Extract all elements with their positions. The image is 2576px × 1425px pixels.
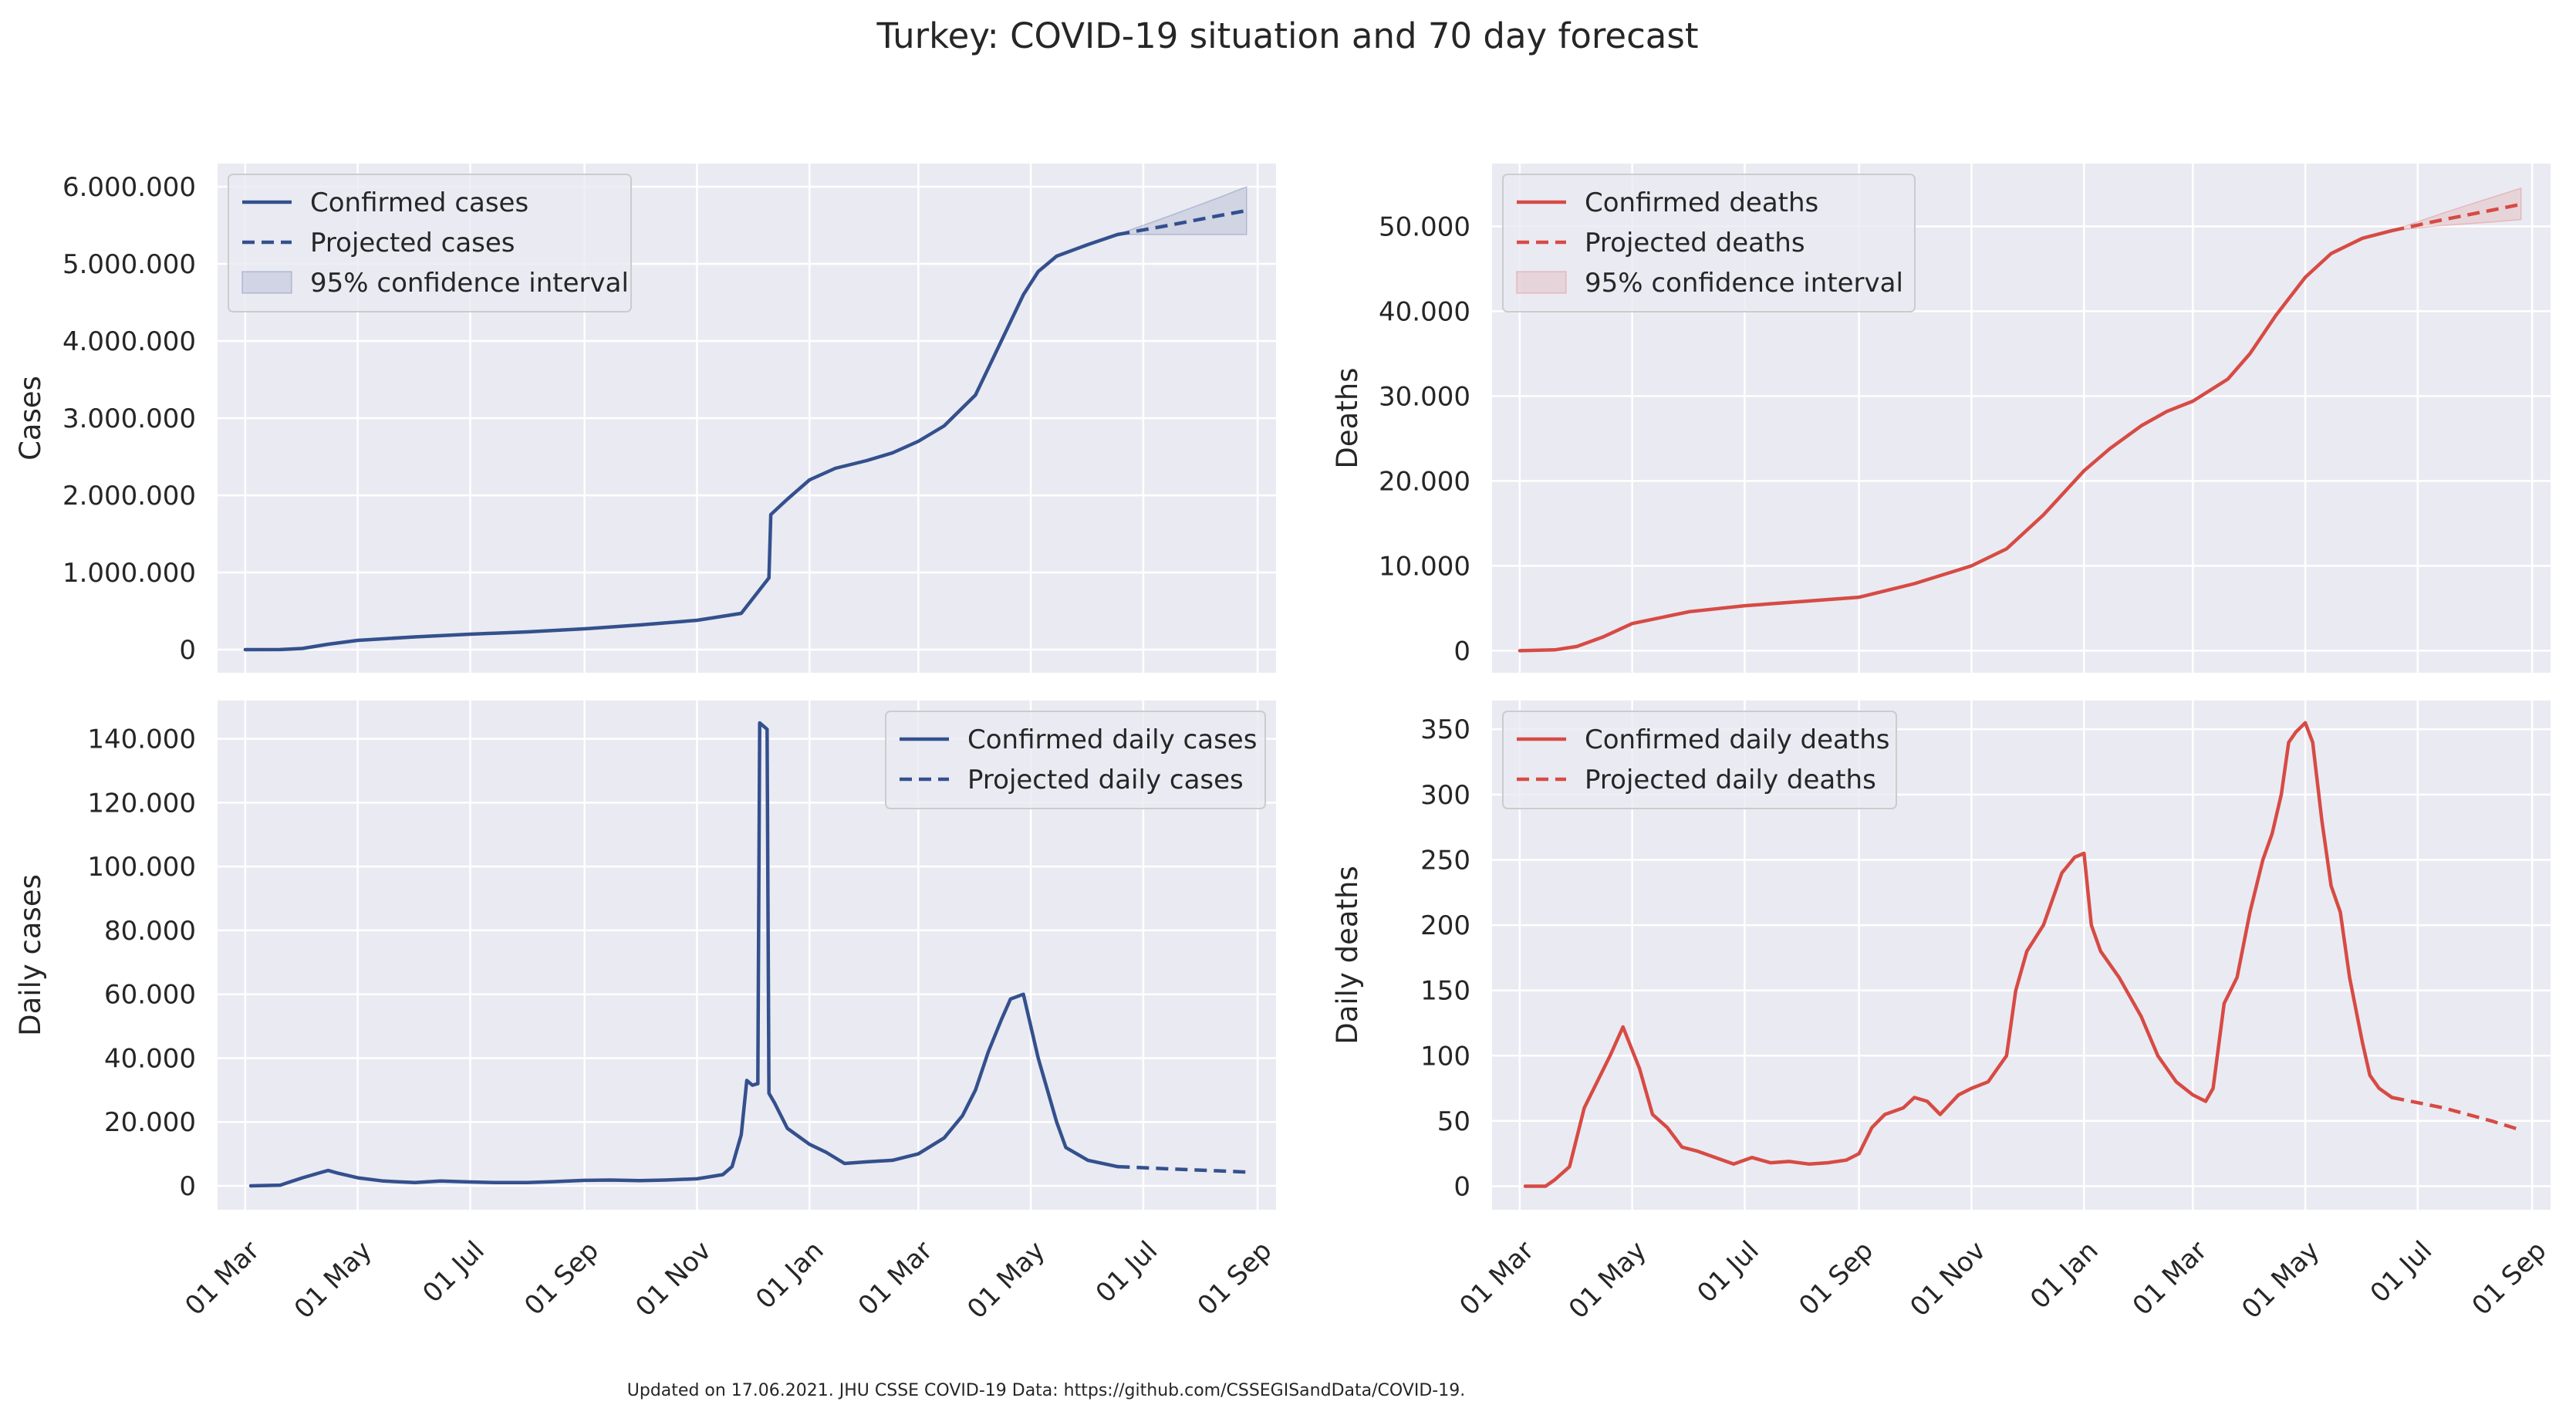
- legend-label: Confirmed cases: [310, 187, 528, 218]
- cases-confidence-band: [1117, 185, 1247, 235]
- legend-handle-band: [241, 271, 292, 294]
- legend-label: 95% confidence interval: [310, 268, 629, 299]
- y-tick-label: 20.000: [104, 1107, 196, 1138]
- legend-frame: [1502, 711, 1897, 809]
- daily-cases-projected-line: [1117, 1164, 1247, 1174]
- y-tick-label: 3.000.000: [62, 404, 196, 434]
- y-tick-label: 4.000.000: [62, 326, 196, 357]
- x-tick-label: 01 May: [2236, 1235, 2325, 1325]
- x-tick-label: 01 Nov: [630, 1235, 717, 1322]
- y-tick-label: 140.000: [87, 724, 196, 755]
- x-tick-label: 01 Nov: [1904, 1235, 1991, 1322]
- y-tick-label: 200: [1420, 910, 1470, 941]
- y-tick-label: 60.000: [104, 980, 196, 1011]
- y-tick-label: 350: [1420, 714, 1470, 745]
- x-tick-label: 01 Jan: [2024, 1235, 2105, 1315]
- y-tick-label: 100.000: [87, 852, 196, 883]
- daily-cases-panel: 0 20.000 40.000 60.000 80.000 100.000 120.000 1…: [14, 701, 1278, 1325]
- y-axis-label: Daily deaths: [1331, 866, 1364, 1045]
- legend-label: Confirmed daily deaths: [1585, 724, 1889, 755]
- legend-label: Confirmed daily cases: [967, 724, 1257, 755]
- daily-deaths-confirmed-line: [1523, 721, 2394, 1188]
- legend-frame: [228, 174, 632, 312]
- legend-label: Projected deaths: [1585, 228, 1805, 258]
- x-tick-label: 01 Sep: [2466, 1235, 2553, 1322]
- legend-label: Projected cases: [310, 228, 515, 258]
- y-tick-label: 40.000: [1379, 296, 1470, 327]
- x-tick-label: 01 Jul: [1691, 1235, 1765, 1309]
- y-tick-label: 250: [1420, 845, 1470, 876]
- y-axis-label: Deaths: [1331, 367, 1364, 468]
- daily-cases-confirmed-line: [248, 721, 1119, 1188]
- x-tick-label: 01 May: [961, 1235, 1051, 1325]
- deaths-projected-line: [2391, 202, 2522, 233]
- deaths-panel: 0 10.000 20.000 30.000 40.000 50.000 Deaths Con…: [1331, 164, 2551, 673]
- y-axis-label: Daily cases: [14, 874, 47, 1036]
- daily-deaths-projected-line: [2391, 1096, 2522, 1132]
- legend: Confirmed daily deaths Projected daily de…: [1502, 711, 1897, 809]
- legend: Confirmed daily cases Projected daily cas…: [885, 711, 1266, 809]
- x-tick-label: 01 Sep: [518, 1235, 605, 1322]
- y-tick-label: 6.000.000: [62, 172, 196, 203]
- legend-label: Projected daily cases: [967, 765, 1244, 795]
- deaths-confidence-band: [2392, 187, 2522, 231]
- legend: Confirmed cases Projected cases 95% confid…: [228, 174, 632, 312]
- legend-frame: [885, 711, 1266, 809]
- x-tick-label: 01 Mar: [2127, 1235, 2213, 1322]
- y-tick-label: 0: [1453, 1172, 1470, 1203]
- y-tick-label: 150: [1420, 976, 1470, 1007]
- x-tick-label: 01 Sep: [1793, 1235, 1879, 1322]
- x-tick-label: 01 Sep: [1192, 1235, 1278, 1322]
- y-tick-label: 20.000: [1379, 466, 1470, 497]
- y-tick-label: 80.000: [104, 916, 196, 947]
- y-tick-label: 0: [179, 635, 196, 666]
- x-tick-label: 01 Mar: [852, 1235, 939, 1322]
- y-tick-label: 10.000: [1379, 551, 1470, 582]
- y-tick-label: 120.000: [87, 788, 196, 819]
- x-tick-label: 01 Jul: [2365, 1235, 2439, 1309]
- legend-frame: [1502, 174, 1916, 312]
- x-tick-label: 01 Jan: [750, 1235, 830, 1315]
- daily-deaths-panel: 0 50 100 150 200 250 300 350 Daily deaths 01 Mar 0…: [1331, 701, 2552, 1325]
- y-tick-label: 30.000: [1379, 381, 1470, 412]
- cases-projected-line: [1117, 208, 1247, 237]
- x-tick-label: 01 Jul: [417, 1235, 491, 1309]
- cases-confirmed-line: [243, 232, 1119, 652]
- y-tick-label: 100: [1420, 1041, 1470, 1072]
- x-tick-label: 01 Mar: [179, 1235, 265, 1322]
- y-tick-label: 50.000: [1379, 211, 1470, 242]
- legend-label: 95% confidence interval: [1585, 268, 1903, 299]
- figure-title: Turkey: COVID-19 situation and 70 day fo…: [876, 15, 1699, 56]
- x-tick-label: 01 May: [1563, 1235, 1653, 1325]
- y-tick-label: 1.000.000: [62, 558, 196, 589]
- y-tick-label: 5.000.000: [62, 249, 196, 280]
- cases-panel: 0 1.000.000 2.000.000 3.000.000 4.000.000 5.0…: [14, 164, 1276, 673]
- y-tick-label: 40.000: [104, 1043, 196, 1074]
- y-tick-label: 50: [1437, 1106, 1470, 1137]
- y-tick-label: 0: [179, 1171, 196, 1202]
- footnote: Updated on 17.06.2021. JHU CSSE COVID-19…: [627, 1381, 1465, 1400]
- x-tick-label: 01 Jul: [1090, 1235, 1164, 1309]
- legend-label: Projected daily deaths: [1585, 765, 1876, 795]
- y-tick-label: 0: [1453, 636, 1470, 667]
- y-axis-label: Cases: [14, 376, 47, 461]
- legend: Confirmed deaths Projected deaths 95% conf…: [1502, 174, 1916, 312]
- legend-label: Confirmed deaths: [1585, 187, 1818, 218]
- x-tick-label: 01 May: [289, 1235, 378, 1325]
- y-tick-label: 300: [1420, 780, 1470, 811]
- legend-handle-band: [1516, 271, 1567, 294]
- y-tick-label: 2.000.000: [62, 481, 196, 512]
- deaths-confirmed-line: [1518, 228, 2394, 653]
- x-tick-label: 01 Mar: [1453, 1235, 1540, 1322]
